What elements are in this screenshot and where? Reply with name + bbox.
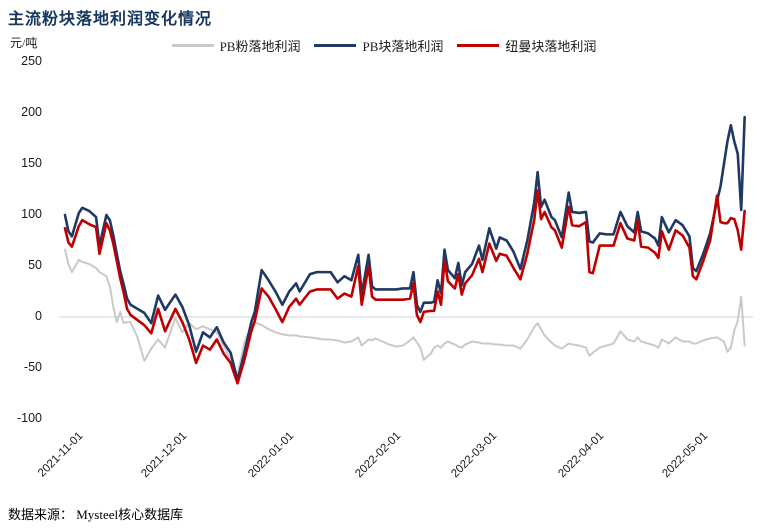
y-axis-unit-label: 元/吨 (10, 36, 38, 50)
legend-item-newman-lump[interactable]: 纽曼块落地利润 (457, 36, 596, 55)
series-line-1 (63, 115, 746, 382)
newman-lump-line-swatch (457, 44, 500, 47)
legend-label-newman-lump: 纽曼块落地利润 (505, 39, 597, 54)
y-tick-label: 250 (21, 54, 42, 68)
series-line-0 (64, 248, 746, 377)
pb-fines-line-swatch (171, 44, 214, 47)
legend-label-pb-fines: PB粉落地利润 (219, 39, 301, 54)
legend-item-pb-fines[interactable]: PB粉落地利润 (171, 36, 301, 55)
chart-legend: PB粉落地利润 PB块落地利润 纽曼块落地利润 (0, 36, 768, 55)
y-tick-label: -100 (16, 411, 42, 425)
y-tick-label: 200 (21, 105, 42, 119)
pb-lump-line-swatch (314, 44, 357, 47)
y-tick-label: -50 (23, 360, 42, 374)
y-tick-label: 50 (28, 258, 42, 272)
series-line-2 (63, 189, 746, 385)
chart-title: 主流粉块落地利润变化情况 (8, 11, 213, 28)
data-source-note: 数据来源： Mysteel核心数据库 (8, 507, 184, 522)
y-tick-label: 0 (35, 309, 42, 323)
legend-item-pb-lump[interactable]: PB块落地利润 (314, 36, 443, 55)
y-tick-label: 100 (21, 207, 42, 221)
legend-label-pb-lump: PB块落地利润 (362, 39, 444, 54)
y-tick-label: 150 (21, 156, 42, 170)
